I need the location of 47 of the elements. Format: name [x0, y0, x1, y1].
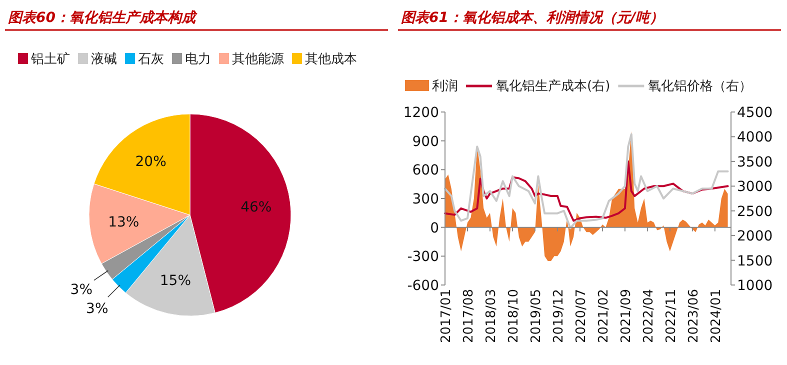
- x-tick-label: 2019/12: [551, 289, 566, 344]
- legend-label: 液碱: [91, 52, 117, 67]
- x-tick-label: 2018/03: [484, 289, 499, 344]
- y2-tick-label: 1000: [737, 278, 773, 294]
- data-label: 15%: [160, 273, 192, 290]
- y-tick-label: 900: [412, 134, 439, 150]
- x-tick-label: 2021/02: [596, 289, 612, 344]
- line-series: [444, 160, 729, 222]
- y-tick-label: 600: [412, 162, 439, 179]
- x-tick-label: 2017/01: [439, 289, 454, 344]
- x-tick-label: 2019/05: [528, 289, 544, 344]
- x-tick-label: 2023/06: [686, 289, 702, 344]
- y-tick-label: -600: [407, 278, 439, 294]
- y2-tick-label: 4500: [737, 105, 773, 121]
- y2-tick-label: 1500: [737, 253, 773, 270]
- y2-tick-label: 4000: [737, 130, 773, 146]
- legend-label: 电力: [185, 52, 211, 67]
- y2-tick-label: 3500: [737, 154, 773, 170]
- x-tick-label: 2024/01: [708, 289, 724, 344]
- y2-tick-label: 3000: [737, 179, 773, 196]
- data-label: 20%: [135, 154, 166, 170]
- y-tick-label: 0: [430, 220, 439, 236]
- data-label: 13%: [108, 214, 140, 230]
- y-tick-label: 300: [412, 192, 439, 208]
- x-tick-label: 2021/09: [618, 289, 634, 344]
- y2-tick-label: 2500: [737, 204, 773, 220]
- legend-label: 氧化铝价格（右）: [648, 79, 752, 94]
- x-tick-label: 2020/07: [574, 289, 589, 344]
- legend-label: 利润: [432, 79, 458, 94]
- data-label: 3%: [86, 300, 108, 317]
- y2-tick-label: 2000: [737, 228, 773, 245]
- y-tick-label: 1200: [403, 105, 439, 121]
- y-tick-label: -300: [407, 249, 439, 266]
- legend-label: 其他成本: [305, 52, 357, 67]
- x-tick-label: 2022/11: [664, 289, 679, 344]
- chart-title: 图表61：氧化铝成本、利润情况（元/吨）: [401, 9, 664, 26]
- line-series: [444, 133, 729, 230]
- x-tick-label: 2022/04: [641, 289, 656, 344]
- legend-label: 氧化铝生产成本(右): [496, 79, 610, 94]
- data-label: 46%: [240, 200, 272, 216]
- legend-label: 石灰: [138, 52, 164, 67]
- legend-label: 其他能源: [232, 52, 284, 67]
- legend-label: 铝土矿: [30, 52, 70, 67]
- chart-title: 图表60：氧化铝生产成本构成: [8, 9, 198, 26]
- x-tick-label: 2018/10: [506, 289, 522, 344]
- x-tick-label: 2017/08: [461, 289, 476, 344]
- data-label: 3%: [70, 282, 93, 298]
